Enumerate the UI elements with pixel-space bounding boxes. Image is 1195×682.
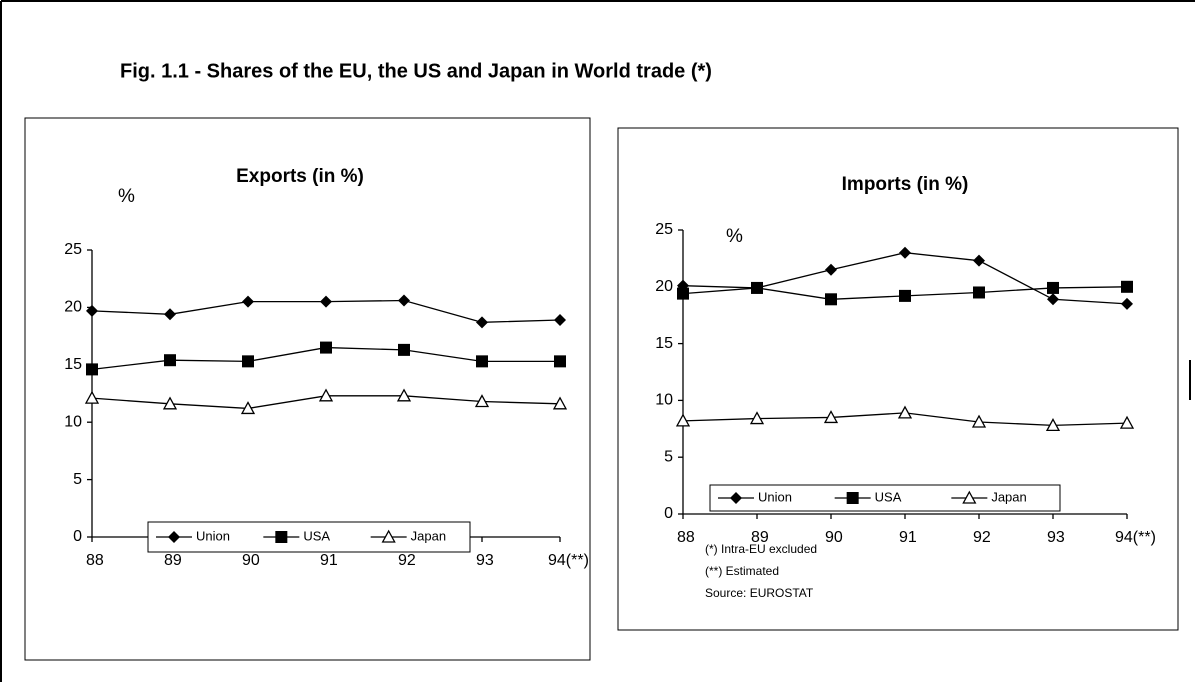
marker-diamond [1121, 297, 1133, 310]
legend-label: USA [303, 528, 330, 543]
marker-square [164, 354, 176, 367]
x-tick-label: 89 [164, 552, 182, 569]
marker-diamond [320, 295, 332, 308]
x-tick-label: 89 [751, 529, 769, 546]
marker-triangle [552, 396, 568, 410]
marker-triangle [897, 405, 913, 419]
marker-diamond [1047, 293, 1059, 306]
legend-marker [275, 531, 288, 543]
y-tick-label: 0 [73, 528, 82, 545]
marker-triangle [675, 413, 691, 427]
legend-marker [168, 531, 180, 543]
x-tick-label: 92 [398, 552, 416, 569]
y-tick-label: 0 [664, 505, 673, 522]
legend-label: Union [196, 528, 230, 543]
marker-square [320, 341, 332, 354]
legend-box [709, 484, 1061, 512]
marker-diamond [825, 263, 837, 276]
y-tick-label: 10 [64, 413, 82, 430]
marker-triangle [240, 401, 256, 415]
marker-square [899, 289, 911, 302]
x-tick-label: 94(**) [1115, 529, 1156, 546]
marker-triangle [162, 396, 178, 410]
y-axis-label: % [726, 226, 743, 247]
y-axis-label: % [118, 186, 135, 207]
x-tick-label: 88 [677, 529, 695, 546]
x-tick-label: 92 [973, 529, 991, 546]
x-tick-label: 90 [242, 552, 260, 569]
x-tick-label: 93 [1047, 529, 1065, 546]
marker-triangle [1045, 418, 1061, 432]
marker-square [476, 355, 488, 368]
marker-triangle [84, 390, 100, 404]
chart-title: Imports (in %) [842, 174, 969, 195]
legend-box [147, 521, 471, 553]
marker-diamond [164, 308, 176, 321]
footnote: (*) Intra-EU excluded [705, 542, 817, 556]
legend-marker [730, 492, 742, 504]
marker-diamond [476, 316, 488, 329]
x-tick-label: 94(**) [548, 552, 589, 569]
y-tick-label: 20 [655, 278, 673, 295]
y-tick-label: 25 [64, 241, 82, 258]
x-tick-label: 93 [476, 552, 494, 569]
legend-label: USA [875, 489, 902, 504]
chart-title: Exports (in %) [236, 166, 364, 187]
marker-triangle [1119, 415, 1135, 429]
y-tick-label: 10 [655, 392, 673, 409]
marker-triangle [971, 414, 987, 428]
marker-square [242, 355, 254, 368]
chart-frame [617, 127, 1179, 631]
marker-triangle [396, 388, 412, 402]
marker-triangle [749, 411, 765, 425]
legend-marker [846, 492, 859, 504]
marker-square [677, 287, 689, 300]
marker-diamond [899, 246, 911, 259]
marker-diamond [86, 304, 98, 317]
y-tick-label: 5 [664, 448, 673, 465]
x-tick-label: 91 [320, 552, 338, 569]
y-tick-label: 15 [655, 335, 673, 352]
y-tick-label: 20 [64, 299, 82, 316]
marker-square [1047, 281, 1059, 294]
legend-marker [962, 490, 977, 504]
legend-label: Union [758, 489, 792, 504]
footnote: (**) Estimated [705, 564, 779, 578]
marker-triangle [823, 410, 839, 424]
x-tick-label: 90 [825, 529, 843, 546]
marker-triangle [474, 394, 490, 408]
marker-square [554, 355, 566, 368]
footnote: Source: EUROSTAT [705, 586, 814, 600]
marker-diamond [242, 295, 254, 308]
legend-marker [381, 529, 396, 543]
marker-diamond [554, 314, 566, 327]
marker-square [86, 363, 98, 376]
legend-label: Japan [411, 528, 446, 543]
marker-diamond [973, 254, 985, 267]
x-tick-label: 91 [899, 529, 917, 546]
y-tick-label: 25 [655, 221, 673, 238]
marker-square [398, 343, 410, 356]
marker-square [825, 293, 837, 306]
x-tick-label: 88 [86, 552, 104, 569]
legend-label: Japan [991, 489, 1026, 504]
chart-frame [24, 117, 591, 661]
marker-square [751, 281, 763, 294]
marker-square [973, 286, 985, 299]
figure-title: Fig. 1.1 - Shares of the EU, the US and … [120, 60, 712, 82]
marker-square [1121, 280, 1133, 293]
marker-diamond [398, 294, 410, 307]
y-tick-label: 15 [64, 356, 82, 373]
y-tick-label: 5 [73, 471, 82, 488]
marker-triangle [318, 388, 334, 402]
